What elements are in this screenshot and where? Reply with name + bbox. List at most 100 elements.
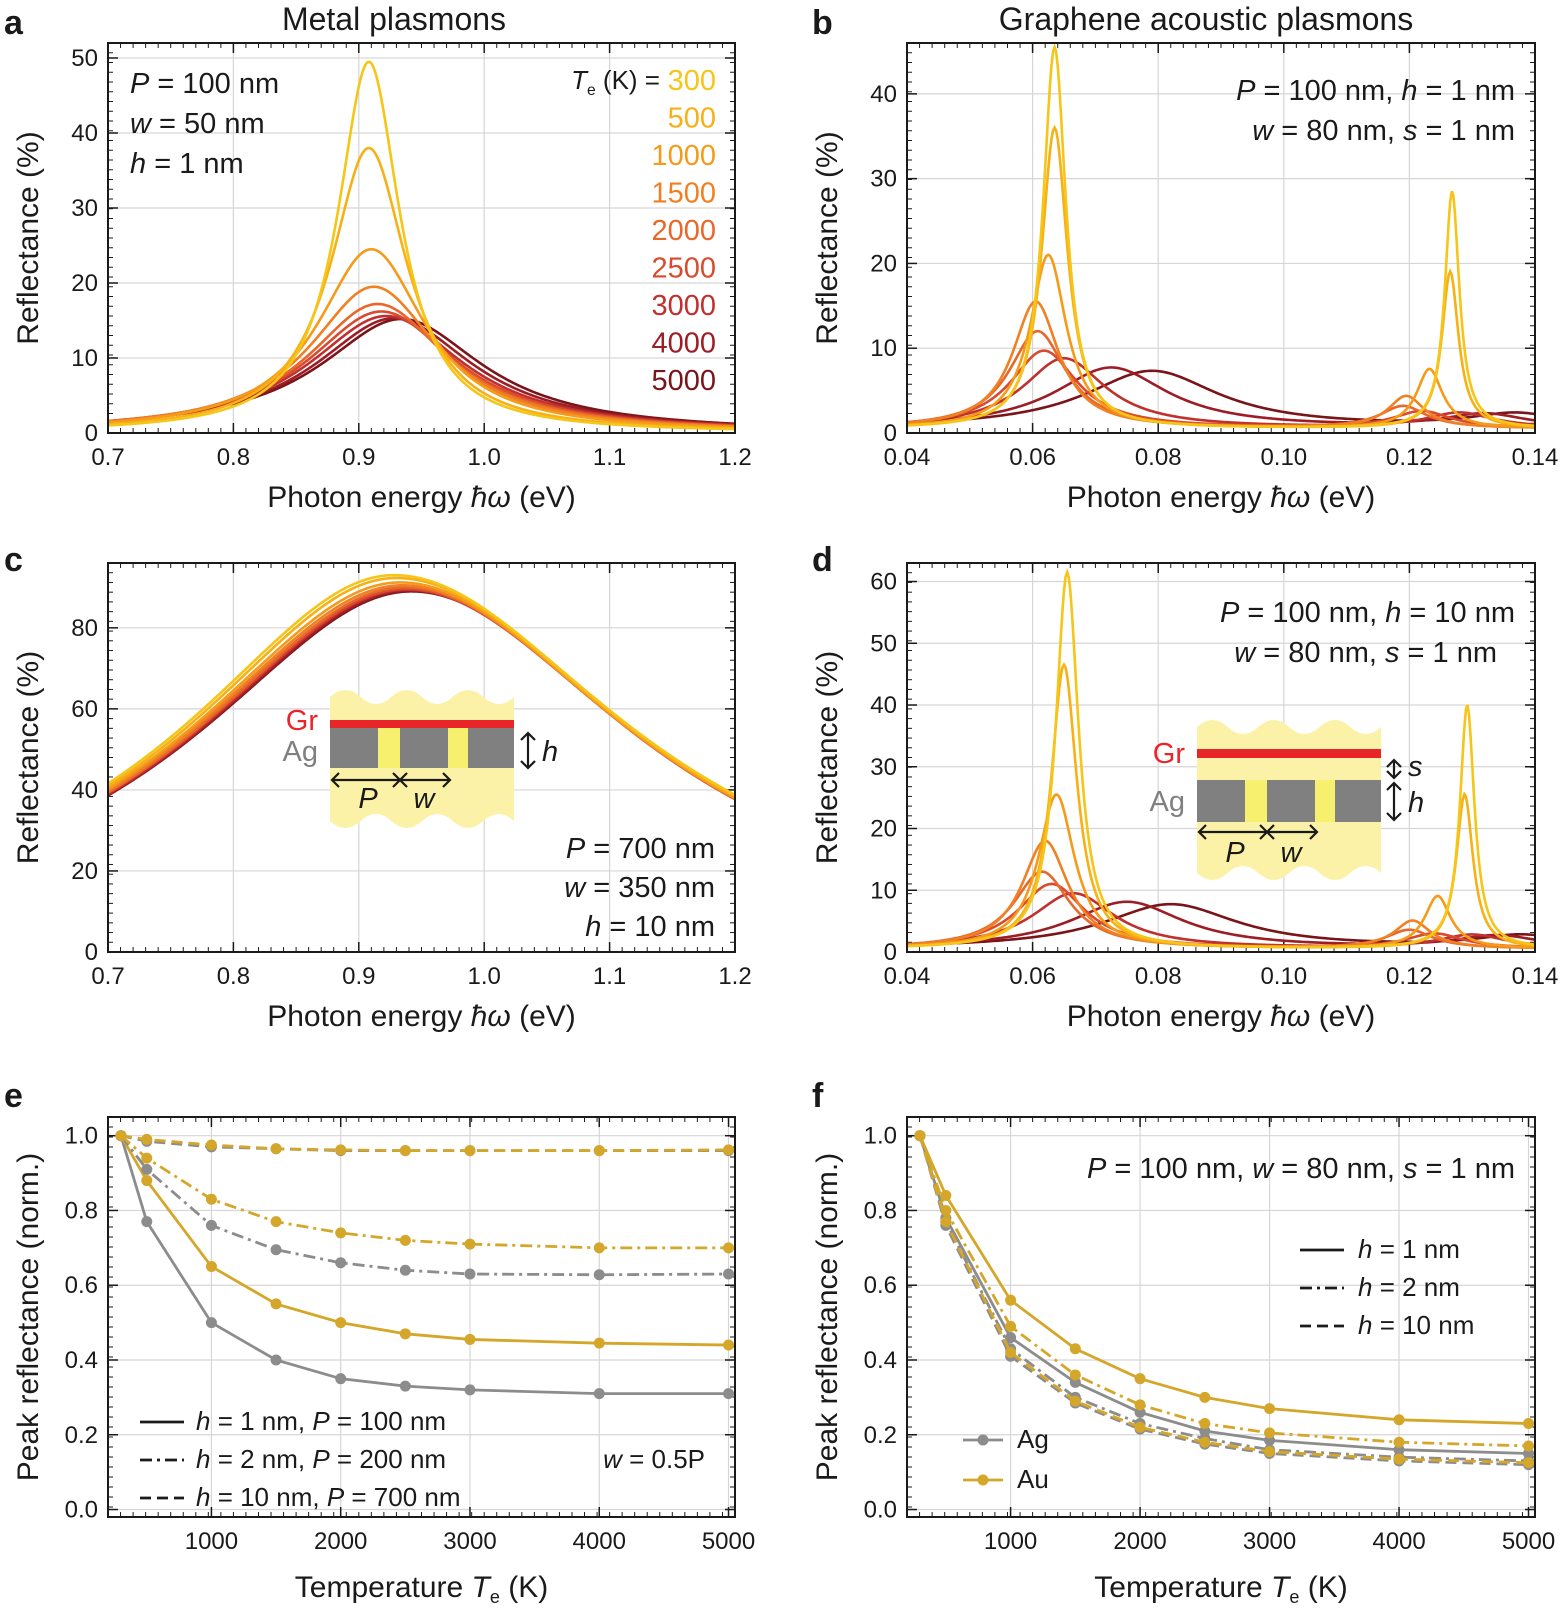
inset-label-h: h xyxy=(1408,787,1424,819)
inset-label-ag: Ag xyxy=(1150,786,1185,818)
width-arrow-head xyxy=(442,772,452,788)
width-arrow-head xyxy=(398,772,408,788)
data-point xyxy=(940,1190,952,1202)
data-point xyxy=(723,1388,735,1400)
text-span: = 100 nm xyxy=(149,68,279,100)
silver-block xyxy=(1267,780,1315,822)
gap xyxy=(378,728,400,768)
y-tick-label: 40 xyxy=(870,692,897,719)
data-point xyxy=(141,1216,153,1228)
y-tick-label: 0.4 xyxy=(864,1347,897,1374)
x-tick-label: 2000 xyxy=(314,1528,367,1555)
inset-label-P: P xyxy=(1225,837,1245,869)
text-span: P xyxy=(1236,75,1256,107)
text-span: = 700 nm xyxy=(344,1482,460,1512)
inset-label-ag: Ag xyxy=(283,736,318,768)
series-line-Au-dashdot xyxy=(120,1134,729,1250)
text-span: w xyxy=(1252,1153,1275,1185)
data-point xyxy=(115,1130,127,1142)
text-span: = 1 nm xyxy=(146,148,244,180)
text-span: P xyxy=(327,1482,345,1512)
series-line-Au-dashed xyxy=(918,1135,1529,1465)
y-tick-label: 0.0 xyxy=(864,1497,897,1524)
data-point xyxy=(1393,1414,1405,1426)
x-tick-label: 1.2 xyxy=(718,444,751,471)
x-axis-label: Temperature Te (K) xyxy=(295,1571,548,1607)
y-tick-label: 0 xyxy=(884,939,897,966)
data-point xyxy=(335,1227,347,1239)
text-span: = 10 nm xyxy=(1401,597,1515,629)
plot-frame xyxy=(906,1116,1536,1518)
y-axis-label: Peak reflectance (norm.) xyxy=(811,1153,844,1481)
text-span: T xyxy=(472,1571,493,1604)
text-span: h xyxy=(1401,75,1417,107)
annotation: P = 100 nm, h = 1 nm xyxy=(1236,75,1515,107)
text-span: = 50 nm xyxy=(151,108,265,140)
column-title-metal: Metal plasmons xyxy=(282,1,506,37)
text-span: = 100 nm xyxy=(330,1406,446,1436)
text-span: h xyxy=(196,1482,210,1512)
graphene-layer xyxy=(1197,749,1381,758)
data-point xyxy=(205,1193,217,1205)
series-line-300 xyxy=(108,573,735,797)
legend-entry: h = 10 nm xyxy=(1358,1310,1474,1340)
legend-entry-2000: 2000 xyxy=(651,215,716,247)
y-tick-label: 60 xyxy=(71,696,98,723)
y-tick-label: 20 xyxy=(870,250,897,277)
text-span: = 80 nm, xyxy=(1273,115,1403,147)
y-tick-label: 60 xyxy=(870,569,897,596)
text-span: = 10 nm xyxy=(601,911,715,943)
text-span: T xyxy=(571,65,589,95)
y-tick-label: 0.4 xyxy=(65,1347,98,1374)
data-point xyxy=(464,1238,476,1250)
text-span: = 2 nm xyxy=(1372,1272,1459,1302)
data-point xyxy=(593,1145,605,1157)
panel-letter: c xyxy=(4,541,23,579)
legend-entry-1500: 1500 xyxy=(651,178,716,210)
y-tick-label: 40 xyxy=(870,81,897,108)
text-span: w xyxy=(130,108,153,140)
text-span: = 1 nm xyxy=(1417,115,1515,147)
data-point xyxy=(399,1145,411,1157)
y-axis-label: Reflectance (%) xyxy=(811,651,844,864)
series-line-300 xyxy=(907,567,1535,949)
height-arrow-head xyxy=(1386,812,1402,822)
text-span: e xyxy=(490,1587,500,1607)
silver-block xyxy=(468,728,514,768)
s-arrow-head xyxy=(1386,770,1402,780)
data-point xyxy=(205,1317,217,1329)
y-tick-label: 20 xyxy=(71,270,98,297)
annotation: h = 10 nm xyxy=(585,911,715,943)
data-point xyxy=(1134,1373,1146,1385)
text-span: = 100 nm, xyxy=(1106,1153,1252,1185)
series-line-300 xyxy=(907,43,1535,429)
y-tick-label: 0 xyxy=(85,420,98,447)
data-point xyxy=(464,1268,476,1280)
data-point xyxy=(1069,1343,1081,1355)
y-tick-label: 0 xyxy=(85,939,98,966)
y-tick-label: 50 xyxy=(870,630,897,657)
y-tick-label: 10 xyxy=(71,345,98,372)
series-line-2000 xyxy=(907,870,1535,949)
series-group xyxy=(907,567,1535,949)
data-point xyxy=(270,1216,282,1228)
text-span: = 1 nm xyxy=(1372,1234,1459,1264)
series-line-Ag-dashdot xyxy=(119,1134,729,1277)
inset-label-s: s xyxy=(1408,751,1423,783)
data-point xyxy=(723,1268,735,1280)
data-point xyxy=(270,1298,282,1310)
text-span: (eV) xyxy=(1310,1000,1375,1033)
x-tick-label: 0.14 xyxy=(1512,963,1559,990)
y-tick-label: 0 xyxy=(884,420,897,447)
x-axis-label: Photon energy ħω (eV) xyxy=(1067,481,1376,514)
data-point xyxy=(270,1354,282,1366)
data-point xyxy=(399,1264,411,1276)
text-span: (eV) xyxy=(511,481,576,514)
text-span: ħω xyxy=(471,1000,511,1033)
text-span: w xyxy=(1252,115,1275,147)
x-tick-label: 0.8 xyxy=(217,963,250,990)
text-span: h xyxy=(585,911,601,943)
text-span: h xyxy=(196,1444,210,1474)
text-span: (K) xyxy=(1299,1571,1347,1604)
